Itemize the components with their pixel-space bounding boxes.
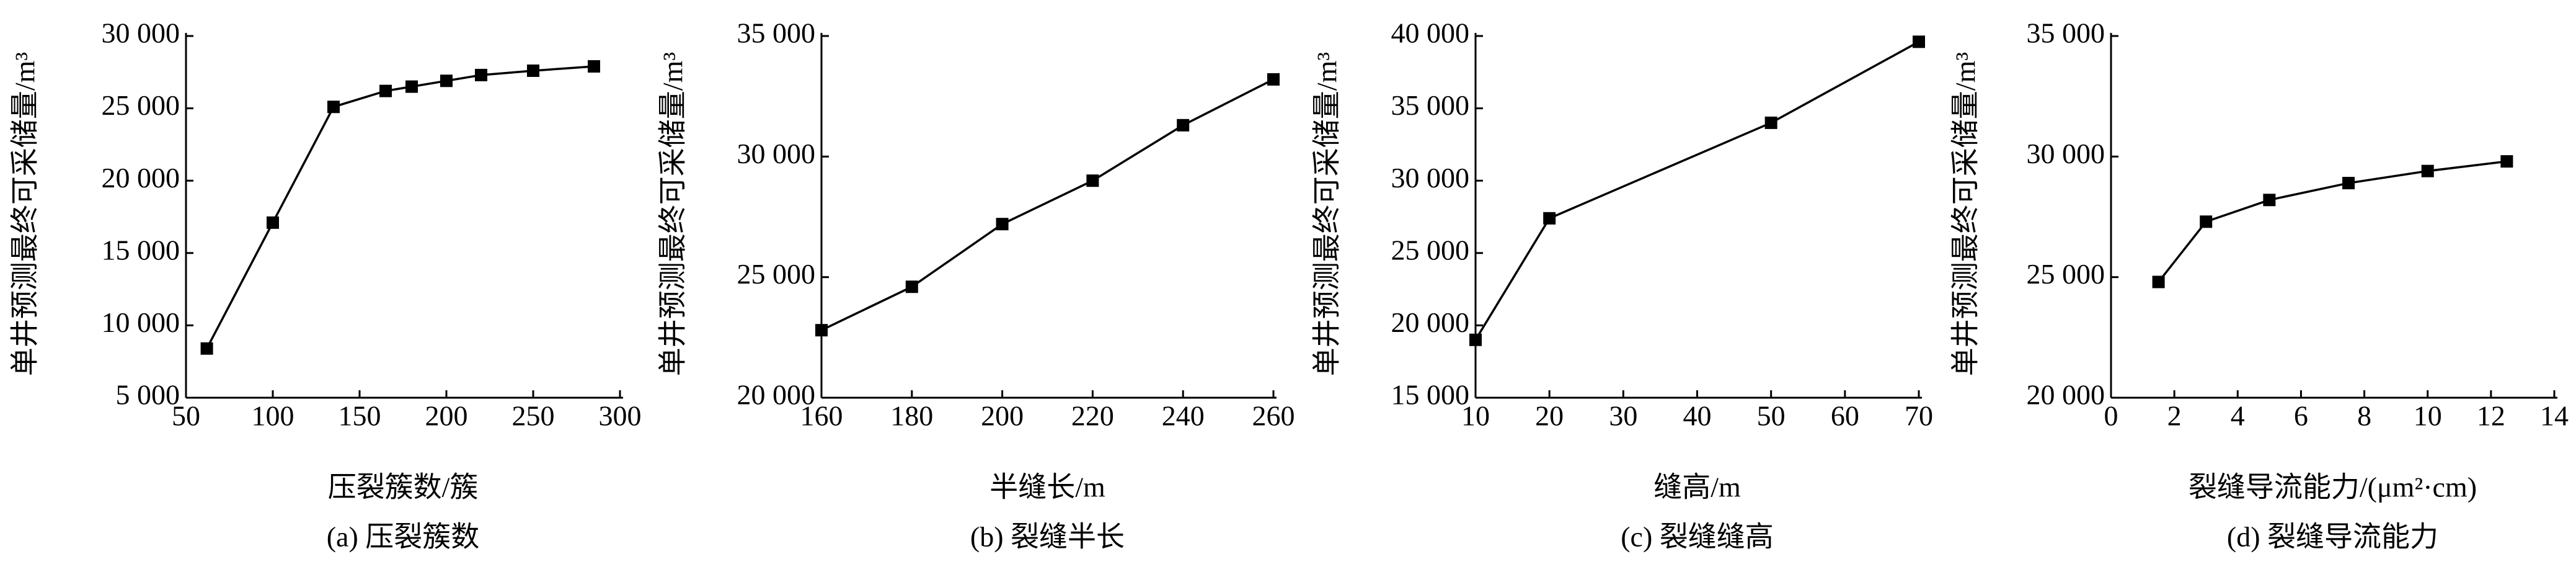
x-tick-label: 6 — [2294, 400, 2308, 432]
y-tick-label: 15 000 — [1391, 379, 1470, 411]
data-line — [821, 78, 1274, 331]
x-tick-label: 50 — [172, 400, 200, 432]
data-point — [527, 64, 539, 77]
data-point — [2342, 177, 2355, 190]
data-point — [815, 324, 828, 337]
y-tick-label: 10 000 — [102, 307, 180, 338]
x-tick-label: 2 — [2167, 400, 2182, 432]
data-point — [200, 342, 213, 355]
data-point — [267, 216, 279, 229]
data-point — [1913, 35, 1925, 48]
y-tick-label: 5 000 — [116, 379, 180, 411]
y-tick-label: 35 000 — [737, 17, 816, 49]
x-tick-label: 4 — [2231, 400, 2245, 432]
x-tick-label: 70 — [1905, 400, 1933, 432]
y-axis-label: 单井预测最终可采储量/m³ — [657, 52, 689, 376]
data-point — [1086, 174, 1099, 187]
x-tick-label: 40 — [1683, 400, 1712, 432]
data-point — [2500, 155, 2513, 168]
x-tick-label: 240 — [1162, 400, 1205, 432]
data-point — [1469, 333, 1482, 346]
y-tick-label: 20 000 — [1391, 307, 1470, 338]
data-point — [1764, 116, 1777, 129]
x-tick-label: 14 — [2540, 400, 2569, 432]
data-line — [2158, 160, 2507, 283]
data-point — [379, 84, 392, 97]
x-tick-label: 180 — [890, 400, 933, 432]
x-tick-label: 60 — [1831, 400, 1859, 432]
x-tick-label: 150 — [339, 400, 381, 432]
data-point — [905, 280, 918, 293]
y-tick-label: 30 000 — [2027, 138, 2105, 169]
y-tick-label: 35 000 — [2027, 17, 2105, 49]
x-tick-label: 160 — [800, 400, 843, 432]
y-tick-label: 15 000 — [102, 234, 180, 266]
y-tick-label: 25 000 — [737, 258, 816, 290]
data-line — [1474, 40, 1919, 341]
data-point — [1267, 73, 1280, 86]
x-tick-label: 10 — [1461, 400, 1490, 432]
y-tick-label: 30 000 — [1391, 162, 1470, 194]
data-point — [2200, 215, 2213, 228]
data-point — [588, 60, 600, 73]
y-tick-label: 35 000 — [1391, 89, 1470, 121]
x-tick-label: 20 — [1535, 400, 1564, 432]
data-point — [2152, 275, 2165, 289]
caption: (c) 裂缝缝高 — [1621, 521, 1774, 553]
data-point — [2421, 164, 2434, 177]
data-point — [405, 80, 418, 93]
y-tick-label: 20 000 — [737, 379, 816, 411]
x-tick-label: 200 — [981, 400, 1024, 432]
x-tick-label: 8 — [2357, 400, 2371, 432]
data-point — [996, 218, 1009, 231]
data-point — [1177, 119, 1190, 132]
y-tick-label: 40 000 — [1391, 17, 1470, 49]
data-point — [327, 101, 340, 114]
x-axis-label: 缝高/m — [1653, 472, 1741, 503]
data-point — [475, 68, 487, 81]
x-tick-label: 10 — [2414, 400, 2442, 432]
x-tick-label: 100 — [252, 400, 294, 432]
x-tick-label: 250 — [512, 400, 555, 432]
x-tick-label: 30 — [1609, 400, 1637, 432]
x-tick-label: 200 — [425, 400, 468, 432]
x-axis-label: 压裂簇数/簇 — [328, 472, 479, 503]
data-point — [440, 74, 453, 87]
data-point — [1543, 212, 1556, 225]
x-tick-label: 12 — [2477, 400, 2505, 432]
y-axis-label: 单井预测最终可采储量/m³ — [1311, 52, 1343, 376]
x-axis-label: 裂缝导流能力/(μm²·cm) — [2189, 472, 2477, 503]
caption: (a) 压裂簇数 — [327, 521, 480, 553]
y-tick-label: 20 000 — [102, 162, 180, 194]
x-tick-label: 260 — [1252, 400, 1295, 432]
y-tick-label: 30 000 — [102, 17, 180, 49]
data-line — [206, 65, 595, 349]
x-tick-label: 0 — [2104, 400, 2118, 432]
x-tick-label: 300 — [599, 400, 642, 432]
caption: (d) 裂缝导流能力 — [2227, 521, 2438, 553]
x-tick-label: 220 — [1071, 400, 1114, 432]
y-tick-label: 25 000 — [2027, 258, 2105, 290]
data-point — [2263, 194, 2276, 207]
y-axis-label: 单井预测最终可采储量/m³ — [9, 52, 41, 376]
y-tick-label: 25 000 — [102, 89, 180, 121]
y-tick-label: 25 000 — [1391, 234, 1470, 266]
y-tick-label: 20 000 — [2027, 379, 2105, 411]
y-axis-label: 单井预测最终可采储量/m³ — [1950, 52, 1981, 376]
x-axis-label: 半缝长/m — [989, 472, 1105, 503]
y-tick-label: 30 000 — [737, 138, 816, 169]
caption: (b) 裂缝半长 — [970, 521, 1125, 553]
x-tick-label: 50 — [1757, 400, 1786, 432]
